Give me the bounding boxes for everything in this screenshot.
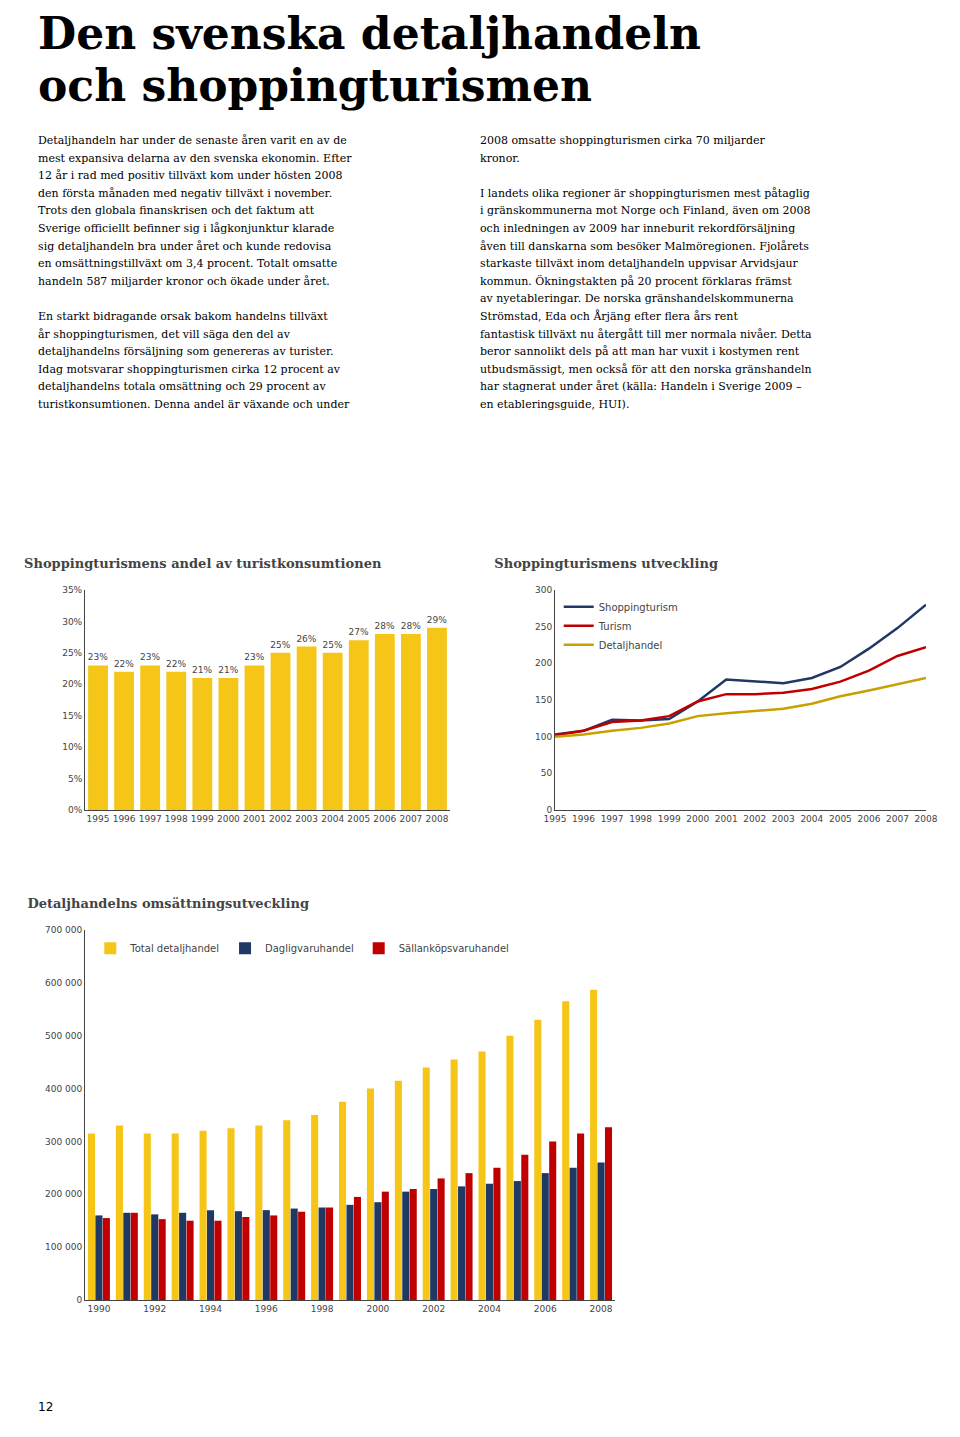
svg-text:1998: 1998: [311, 1304, 334, 1314]
svg-text:2002: 2002: [422, 1304, 445, 1314]
svg-text:22%: 22%: [166, 659, 186, 669]
svg-text:2008: 2008: [590, 1304, 613, 1314]
svg-text:500 000: 500 000: [45, 1031, 82, 1041]
svg-text:1998: 1998: [629, 814, 652, 824]
svg-text:29%: 29%: [427, 615, 447, 625]
svg-text:0%: 0%: [68, 805, 83, 815]
svg-text:21%: 21%: [218, 665, 238, 675]
svg-text:28%: 28%: [401, 621, 421, 631]
svg-text:2003: 2003: [772, 814, 795, 824]
svg-text:0: 0: [76, 1295, 82, 1305]
svg-text:2005: 2005: [829, 814, 852, 824]
svg-text:Shoppingturism: Shoppingturism: [599, 602, 678, 613]
svg-text:2006: 2006: [857, 814, 880, 824]
svg-text:2001: 2001: [243, 814, 266, 824]
svg-text:1999: 1999: [191, 814, 214, 824]
svg-text:250: 250: [535, 622, 552, 632]
svg-text:15%: 15%: [62, 711, 82, 721]
svg-text:Dagligvaruhandel: Dagligvaruhandel: [265, 943, 354, 954]
svg-text:Sällanköpsvaruhandel: Sällanköpsvaruhandel: [399, 943, 509, 954]
svg-text:400 000: 400 000: [45, 1084, 82, 1094]
svg-text:35%: 35%: [62, 585, 82, 595]
html-text:12: 12: [38, 1400, 54, 1414]
svg-text:2003: 2003: [295, 814, 318, 824]
svg-text:1995: 1995: [87, 814, 110, 824]
svg-text:1995: 1995: [544, 814, 567, 824]
svg-text:2007: 2007: [399, 814, 422, 824]
svg-text:5%: 5%: [68, 774, 83, 784]
svg-text:25%: 25%: [62, 648, 82, 658]
svg-text:2006: 2006: [534, 1304, 557, 1314]
svg-text:50: 50: [541, 768, 553, 778]
svg-text:200 000: 200 000: [45, 1189, 82, 1199]
svg-text:Detaljhandel: Detaljhandel: [599, 640, 663, 651]
svg-text:300 000: 300 000: [45, 1137, 82, 1147]
svg-text:Shoppingturismens utveckling: Shoppingturismens utveckling: [494, 556, 718, 571]
svg-text:2004: 2004: [321, 814, 344, 824]
svg-text:23%: 23%: [88, 652, 108, 662]
svg-text:Detaljhandelns omsättningsutve: Detaljhandelns omsättningsutveckling: [27, 896, 309, 911]
html-text:Detaljhandeln har under de sen: Detaljhandeln har under de senaste åren …: [38, 134, 352, 411]
svg-text:0: 0: [546, 805, 552, 815]
svg-text:26%: 26%: [296, 634, 316, 644]
svg-text:28%: 28%: [375, 621, 395, 631]
svg-text:2008: 2008: [915, 814, 938, 824]
svg-text:2000: 2000: [686, 814, 709, 824]
svg-text:2006: 2006: [373, 814, 396, 824]
svg-text:10%: 10%: [62, 742, 82, 752]
svg-text:2004: 2004: [800, 814, 823, 824]
html-text:Den svenska detaljhandeln och: Den svenska detaljhandeln och shoppingtu…: [38, 8, 702, 111]
svg-text:1990: 1990: [87, 1304, 110, 1314]
svg-text:2008: 2008: [426, 814, 449, 824]
svg-text:30%: 30%: [62, 617, 82, 627]
svg-text:2000: 2000: [217, 814, 240, 824]
svg-text:100: 100: [535, 732, 552, 742]
svg-text:21%: 21%: [192, 665, 212, 675]
svg-text:23%: 23%: [140, 652, 160, 662]
svg-text:1997: 1997: [139, 814, 162, 824]
svg-text:20%: 20%: [62, 679, 82, 689]
svg-text:2007: 2007: [886, 814, 909, 824]
svg-text:Total detaljhandel: Total detaljhandel: [129, 943, 219, 954]
svg-text:1998: 1998: [165, 814, 188, 824]
html-text:2008 omsatte shoppingturismen: 2008 omsatte shoppingturismen cirka 70 m…: [480, 134, 812, 411]
svg-text:1996: 1996: [572, 814, 595, 824]
svg-text:2002: 2002: [269, 814, 292, 824]
svg-text:22%: 22%: [114, 659, 134, 669]
svg-text:600 000: 600 000: [45, 978, 82, 988]
svg-text:2001: 2001: [715, 814, 738, 824]
svg-text:23%: 23%: [244, 652, 264, 662]
svg-text:Shoppingturismens andel av tur: Shoppingturismens andel av turistkonsumt…: [24, 556, 382, 571]
svg-text:2002: 2002: [743, 814, 766, 824]
svg-text:1996: 1996: [255, 1304, 278, 1314]
svg-text:1997: 1997: [601, 814, 624, 824]
svg-text:200: 200: [535, 658, 552, 668]
svg-text:Turism: Turism: [598, 621, 632, 632]
svg-text:700 000: 700 000: [45, 925, 82, 935]
svg-text:2000: 2000: [366, 1304, 389, 1314]
svg-text:100 000: 100 000: [45, 1242, 82, 1252]
svg-text:300: 300: [535, 585, 552, 595]
svg-text:1994: 1994: [199, 1304, 222, 1314]
svg-text:25%: 25%: [270, 640, 290, 650]
svg-text:25%: 25%: [322, 640, 342, 650]
svg-text:150: 150: [535, 695, 552, 705]
svg-text:1996: 1996: [113, 814, 136, 824]
svg-text:27%: 27%: [349, 627, 369, 637]
svg-text:1999: 1999: [658, 814, 681, 824]
svg-text:1992: 1992: [143, 1304, 166, 1314]
svg-text:2005: 2005: [347, 814, 370, 824]
svg-text:2004: 2004: [478, 1304, 501, 1314]
